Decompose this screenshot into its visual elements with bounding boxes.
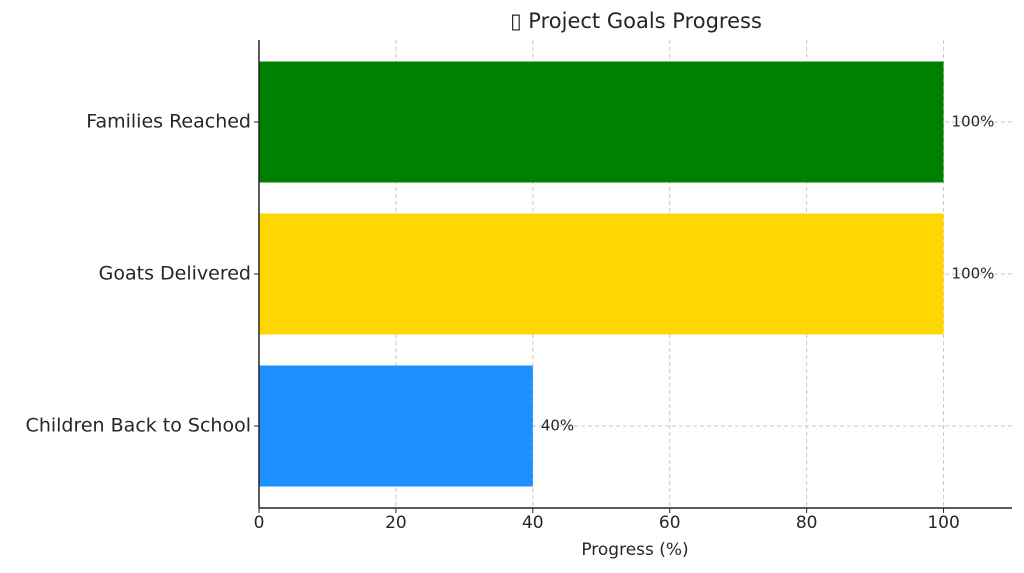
x-tick-label: 80 [796,513,818,533]
x-tick-label: 60 [659,513,681,533]
x-tick-label: 100 [927,513,959,533]
x-tick-label: 0 [254,513,265,533]
bar [259,61,944,183]
x-tick-label: 20 [385,513,407,533]
y-tick-label: Families Reached [86,111,251,133]
x-tick-label: 40 [522,513,544,533]
value-label: 100% [952,113,995,131]
y-tick-label: Children Back to School [26,415,251,437]
bar [259,213,944,335]
bar [259,365,533,487]
y-tick-label: Goats Delivered [99,263,251,285]
chart-title: ▯ Project Goals Progress [510,9,762,33]
value-label: 40% [541,417,574,435]
x-axis-label: Progress (%) [581,540,688,560]
value-label: 100% [952,265,995,283]
